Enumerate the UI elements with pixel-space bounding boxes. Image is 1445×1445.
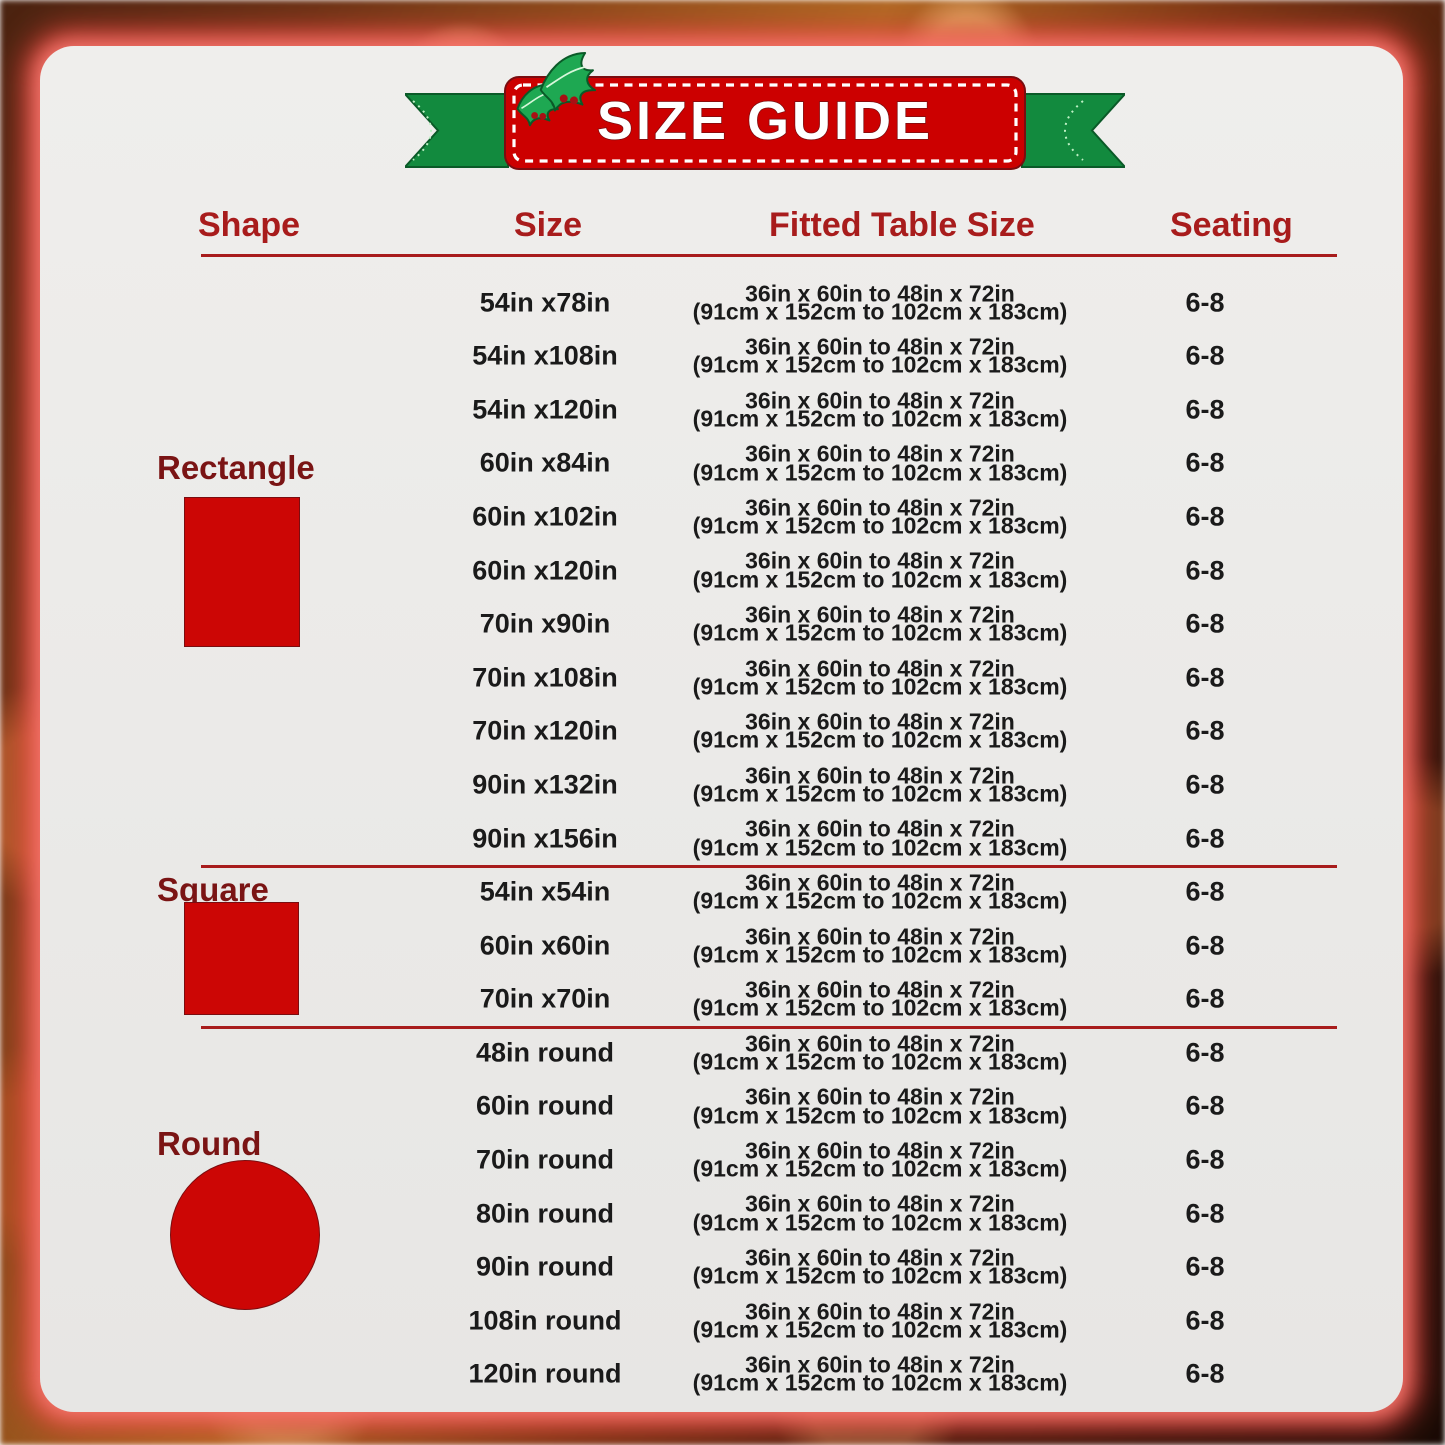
svg-text:SIZE GUIDE: SIZE GUIDE bbox=[597, 91, 933, 151]
